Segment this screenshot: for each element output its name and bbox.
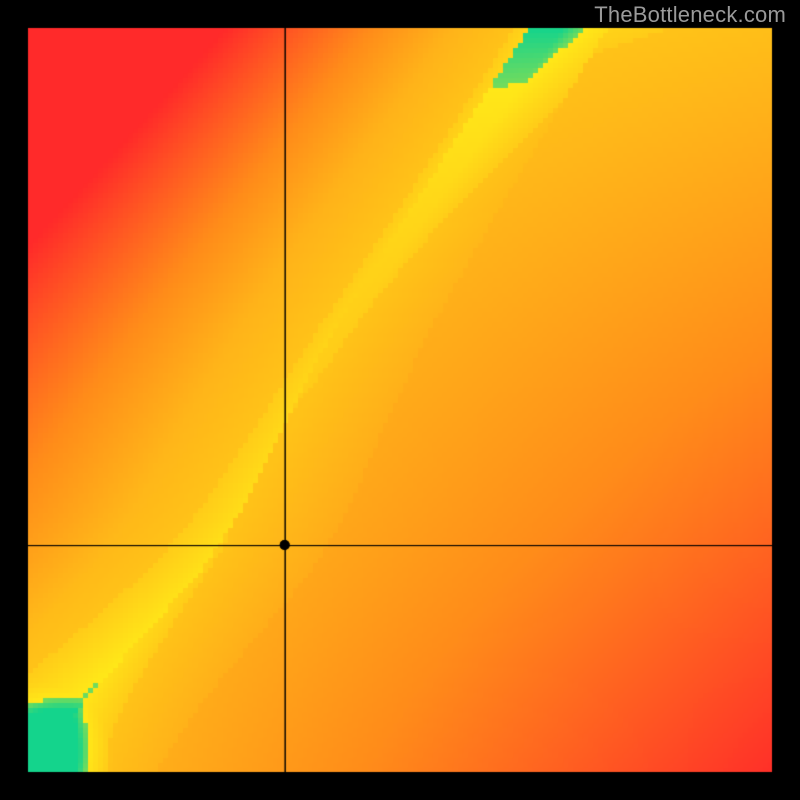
heatmap-canvas bbox=[0, 0, 800, 800]
page-root: TheBottleneck.com bbox=[0, 0, 800, 800]
attribution-label: TheBottleneck.com bbox=[594, 2, 786, 28]
